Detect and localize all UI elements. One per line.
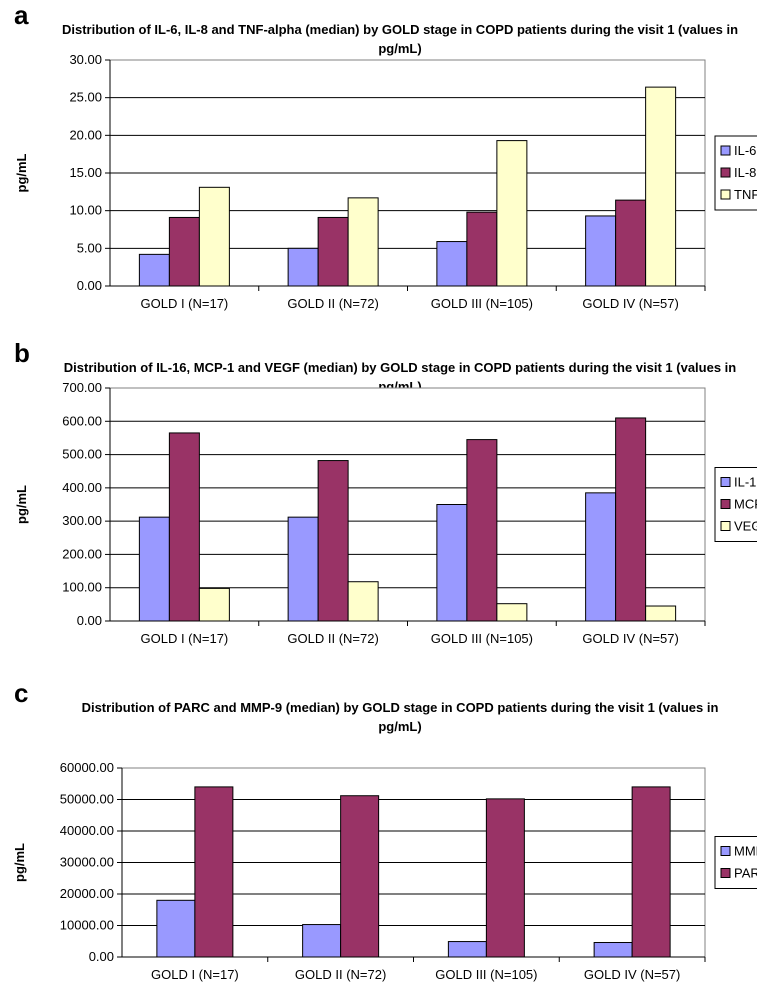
y-tick-label: 25.00	[69, 90, 102, 105]
bar-il-6	[287, 247, 319, 287]
bar-il-16	[138, 516, 170, 622]
y-tick-label: 0.00	[89, 949, 114, 964]
bar-vegf	[496, 603, 528, 622]
x-tick-label: GOLD II (N=72)	[295, 967, 386, 982]
y-tick-label: 400.00	[62, 480, 102, 495]
x-tick-label: GOLD III (N=105)	[431, 631, 533, 646]
bar-il-8	[317, 216, 349, 287]
y-tick-label: 0.00	[77, 613, 102, 628]
y-tick-label: 40000.00	[60, 823, 114, 838]
x-tick-label: GOLD I (N=17)	[140, 631, 228, 646]
y-tick-label: 600.00	[62, 413, 102, 428]
bar-vegf	[198, 587, 230, 622]
y-tick-label: 700.00	[62, 380, 102, 395]
bar-mcp-1	[168, 432, 200, 622]
panel-label: a	[14, 0, 29, 30]
legend-label: MCP-1	[734, 497, 757, 512]
bar-il-16	[436, 504, 468, 622]
chart-panel-a: a Distribution of IL-6, IL-8 and TNF-alp…	[0, 0, 757, 320]
bar-il-16	[585, 492, 617, 622]
y-tick-label: 10.00	[69, 203, 102, 218]
legend-swatch	[720, 846, 731, 856]
bar-vegf	[347, 581, 379, 622]
bar-chart: 0.00 5.00 10.00 15.00 20.00 25.00 30.00 pg/mL GO…	[14, 52, 757, 311]
bar-mmp-9	[156, 899, 196, 958]
bar-mcp-1	[615, 417, 647, 622]
chart-title: Distribution of IL-6, IL-8 and TNF-alpha…	[61, 22, 739, 56]
bar-chart: 0.00 10000.00 20000.00 30000.00 40000.00 5000…	[12, 760, 757, 982]
chart-panel-b: b Distribution of IL-16, MCP-1 and VEGF …	[0, 338, 757, 658]
y-tick-label: 30.00	[69, 52, 102, 67]
legend-swatch	[720, 868, 731, 878]
x-tick-label: GOLD IV (N=57)	[582, 631, 678, 646]
x-tick-label: GOLD III (N=105)	[435, 967, 537, 982]
bar-il-8	[615, 199, 647, 287]
y-tick-label: 60000.00	[60, 760, 114, 775]
bar-tnf-a	[645, 86, 677, 287]
legend-label: MMP-9	[734, 844, 757, 859]
bar-tnf-a	[198, 186, 230, 287]
bar-mmp-9	[593, 942, 633, 958]
bar-il-6	[138, 253, 170, 287]
x-tick-label: GOLD III (N=105)	[431, 296, 533, 311]
panel-label: b	[14, 338, 30, 368]
y-tick-label: 20000.00	[60, 886, 114, 901]
y-axis-title: pg/mL	[14, 153, 29, 192]
y-tick-label: 50000.00	[60, 792, 114, 807]
bar-il-8	[466, 211, 498, 287]
chart-title: Distribution of PARC and MMP-9 (median) …	[81, 700, 719, 734]
legend-label: IL-16	[734, 475, 757, 490]
legend-swatch	[720, 477, 731, 487]
y-tick-label: 100.00	[62, 580, 102, 595]
bar-tnf-a	[496, 140, 528, 287]
x-tick-label: GOLD IV (N=57)	[582, 296, 678, 311]
legend-swatch	[720, 499, 731, 509]
y-tick-label: 15.00	[69, 165, 102, 180]
bar-il-6	[585, 215, 617, 287]
x-tick-label: GOLD IV (N=57)	[584, 967, 680, 982]
bar-mmp-9	[447, 941, 487, 958]
bar-parc	[340, 795, 380, 958]
legend-label: TNF-a	[734, 187, 757, 202]
panel-label: c	[14, 678, 29, 708]
legend-swatch	[720, 189, 731, 200]
bar-il-8	[168, 216, 200, 287]
bar-il-16	[287, 516, 319, 622]
legend-label: IL-8	[734, 165, 756, 180]
y-tick-label: 30000.00	[60, 855, 114, 870]
bar-parc	[631, 786, 671, 958]
y-axis-title: pg/mL	[14, 485, 29, 524]
chart-panel-c: c Distribution of PARC and MMP-9 (median…	[0, 678, 757, 1004]
y-tick-label: 20.00	[69, 127, 102, 142]
bar-parc	[194, 786, 234, 958]
y-tick-label: 300.00	[62, 513, 102, 528]
bar-mmp-9	[302, 924, 342, 958]
bar-parc	[485, 798, 525, 958]
bar-mcp-1	[466, 439, 498, 622]
legend-label: VEGF	[734, 519, 757, 534]
legend-label: IL-6	[734, 143, 756, 158]
y-tick-label: 0.00	[77, 278, 102, 293]
x-tick-label: GOLD II (N=72)	[287, 296, 378, 311]
legend-swatch	[720, 145, 731, 156]
x-tick-label: GOLD II (N=72)	[287, 631, 378, 646]
y-tick-label: 200.00	[62, 546, 102, 561]
y-tick-label: 5.00	[77, 240, 102, 255]
legend-label: PARC	[734, 866, 757, 881]
y-tick-label: 10000.00	[60, 918, 114, 933]
legend	[714, 836, 757, 889]
legend-swatch	[720, 167, 731, 178]
y-tick-label: 500.00	[62, 447, 102, 462]
y-axis-title: pg/mL	[12, 843, 27, 882]
bar-il-6	[436, 241, 468, 287]
bar-vegf	[645, 605, 677, 622]
x-tick-label: GOLD I (N=17)	[151, 967, 239, 982]
bar-tnf-a	[347, 197, 379, 287]
legend-swatch	[720, 521, 731, 531]
bar-mcp-1	[317, 460, 349, 622]
bar-chart: 0.00 100.00 200.00 300.00 400.00 500.00 600.00…	[14, 380, 757, 646]
x-tick-label: GOLD I (N=17)	[140, 296, 228, 311]
